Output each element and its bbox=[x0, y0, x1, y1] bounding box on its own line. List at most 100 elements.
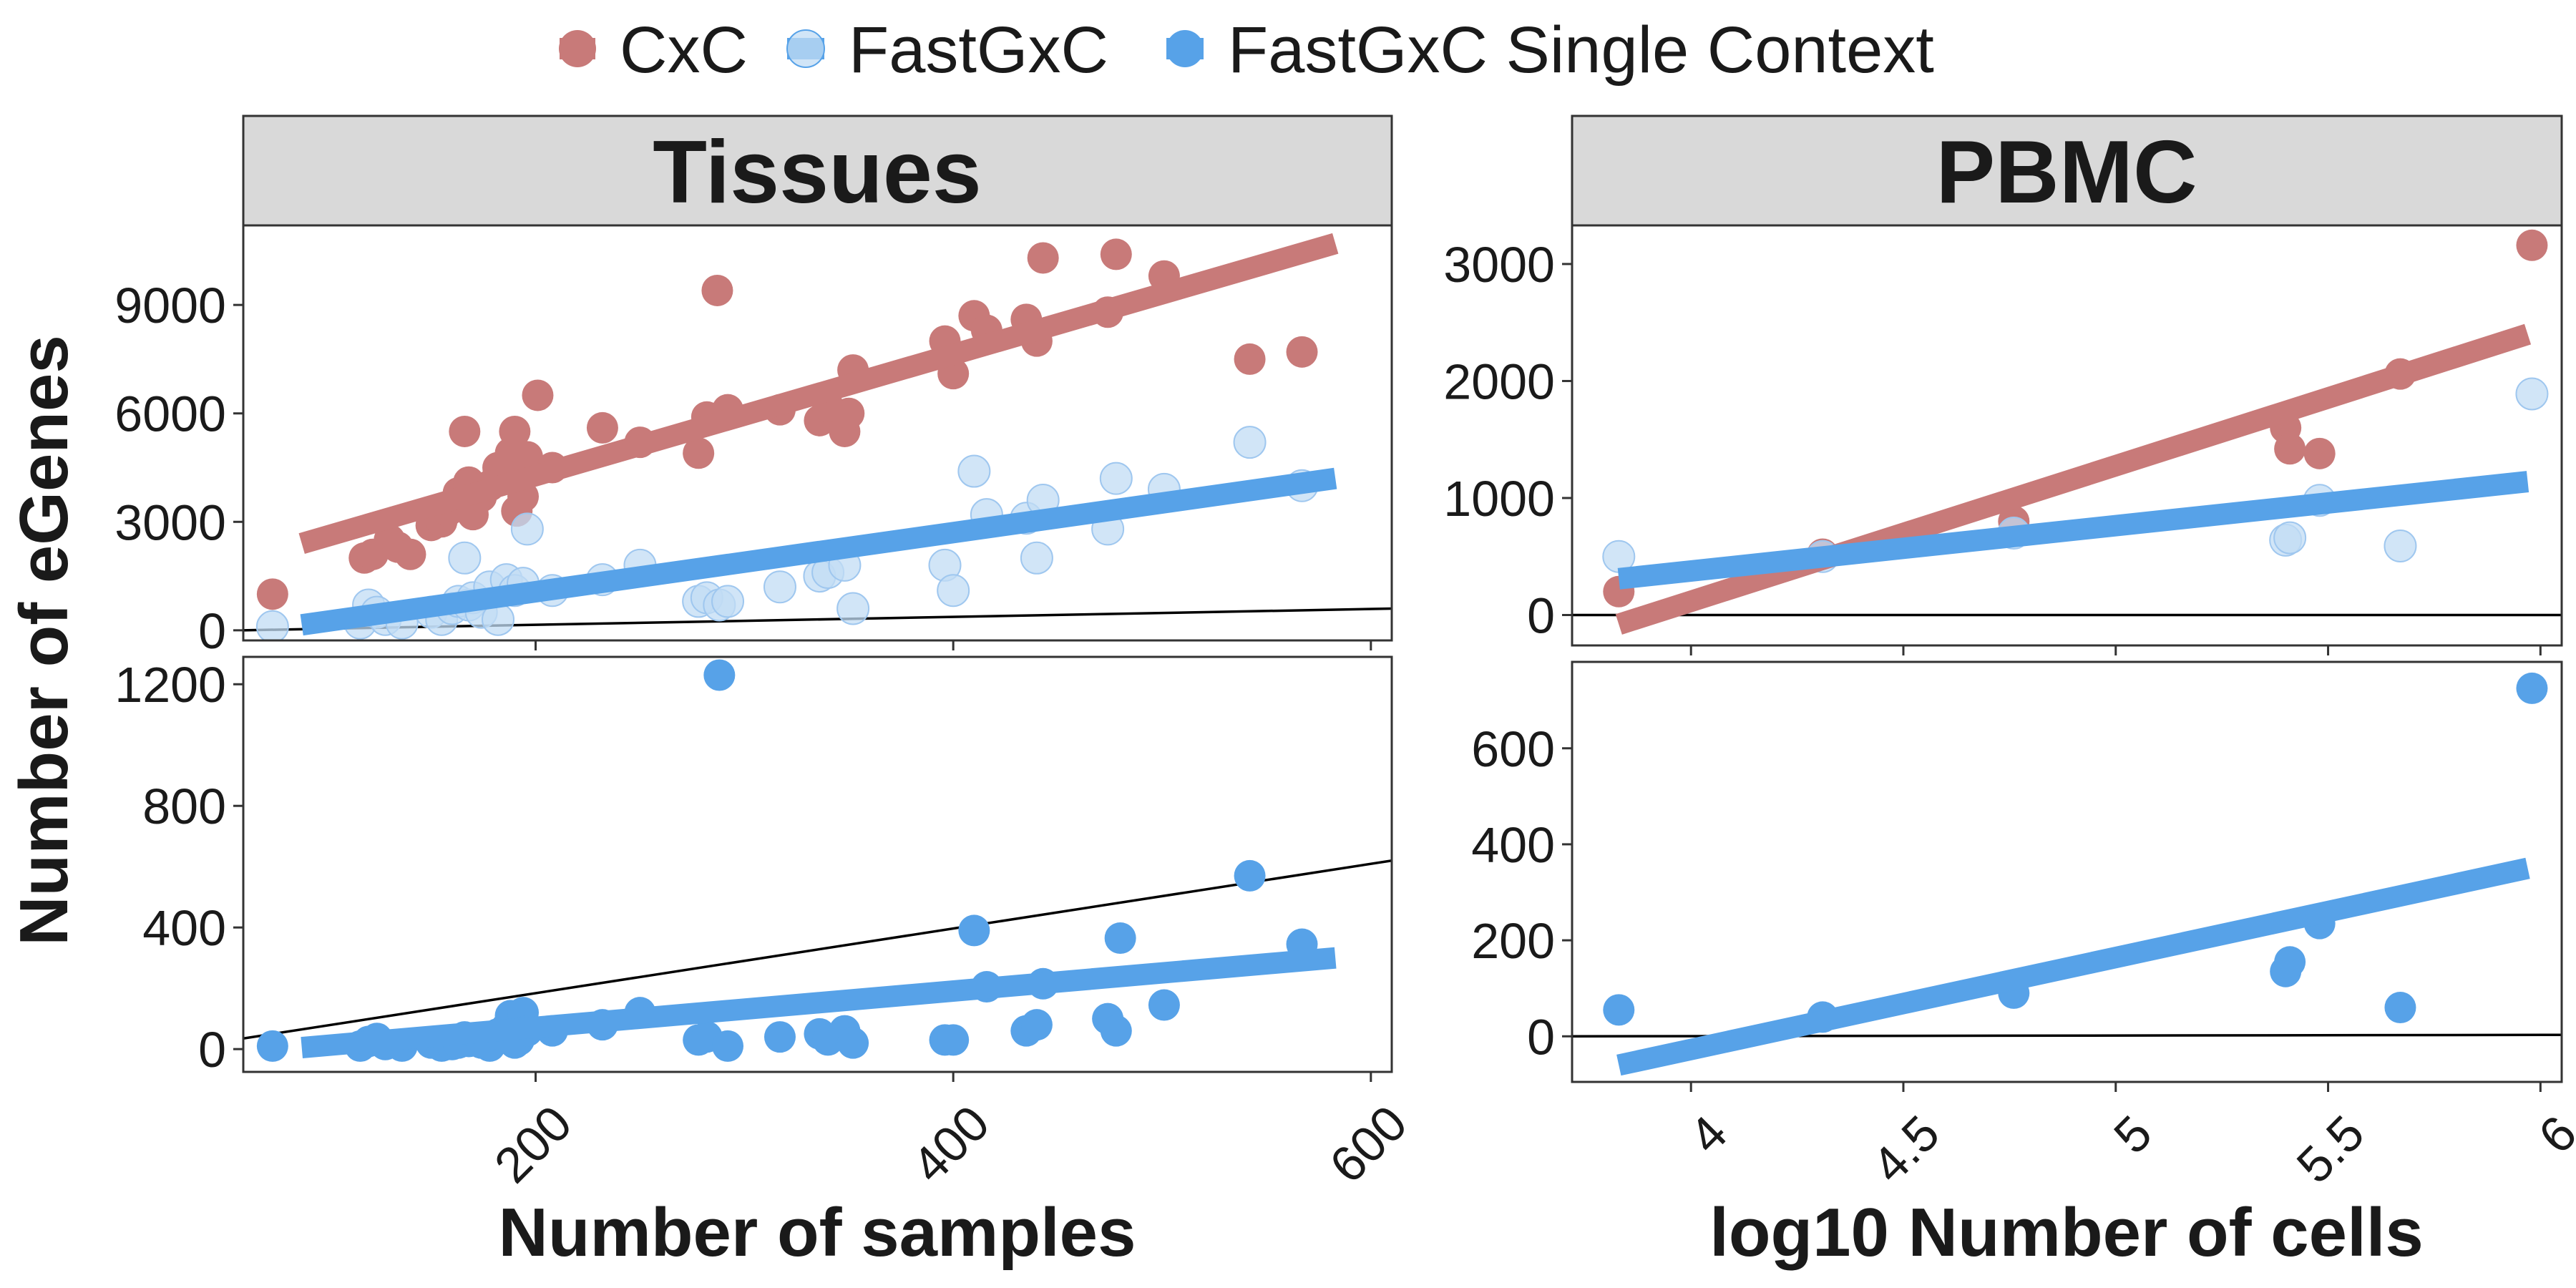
y-tick-label: 800 bbox=[142, 779, 226, 834]
legend-key-point-cxc bbox=[559, 30, 596, 67]
strip-pbmc-background bbox=[1571, 114, 2563, 227]
y-tick-label: 3000 bbox=[1443, 237, 1555, 293]
y-tick-label: 9000 bbox=[114, 278, 226, 333]
y-tick-label: 2000 bbox=[1443, 353, 1555, 409]
legend-item-fastgxc: FastGxC bbox=[786, 14, 1108, 87]
tissues-top-marks bbox=[243, 233, 1392, 640]
data-point bbox=[836, 592, 870, 625]
data-point bbox=[2516, 672, 2548, 704]
pbmc-top-fit-line-fastgxc bbox=[1617, 471, 2529, 590]
data-point bbox=[2274, 433, 2306, 465]
legend-label-fastgxc: FastGxC bbox=[849, 14, 1108, 87]
data-point bbox=[837, 1027, 869, 1059]
legend-label-cxc: CxC bbox=[620, 14, 748, 87]
tissues-top-fit-line-cxc bbox=[298, 233, 1339, 555]
data-point bbox=[958, 914, 990, 947]
strip-tissues: Tissues bbox=[242, 114, 1393, 227]
strip-pbmc-label: PBMC bbox=[1936, 123, 2197, 222]
data-point bbox=[1286, 336, 1318, 368]
data-point bbox=[937, 574, 970, 608]
pbmc-top-panel-border bbox=[1571, 224, 2563, 647]
data-point bbox=[1020, 1009, 1053, 1041]
pbmc-top-fit-line-cxc bbox=[1615, 323, 2532, 635]
legend-item-cxc: CxC bbox=[559, 14, 748, 87]
data-point bbox=[1027, 242, 1059, 274]
data-point bbox=[2384, 530, 2417, 563]
data-point bbox=[683, 437, 715, 469]
y-tick-label: 0 bbox=[198, 1022, 226, 1078]
y-tick-label: 1200 bbox=[114, 657, 226, 713]
data-point bbox=[2516, 229, 2548, 261]
pbmc-bottom-panel-border bbox=[1571, 660, 2563, 1083]
data-point bbox=[1020, 541, 1053, 575]
data-point bbox=[510, 512, 544, 546]
panel-tissues-top: 0 3000 6000 9000 bbox=[114, 224, 1393, 659]
data-point bbox=[1100, 1015, 1132, 1047]
pbmc-bottom-series-fastgxc-single-context bbox=[1603, 672, 2548, 1033]
y-tick-label: 6000 bbox=[114, 386, 226, 442]
data-point bbox=[394, 538, 426, 570]
tissues-top-panel-border bbox=[242, 224, 1393, 642]
y-tick-label: 400 bbox=[142, 900, 226, 956]
data-point bbox=[2515, 377, 2549, 411]
data-point bbox=[448, 541, 482, 575]
data-point bbox=[701, 274, 733, 306]
tissues-bottom-panel-border bbox=[242, 655, 1393, 1073]
data-point bbox=[2273, 521, 2307, 555]
legend-key-point-fastgxc bbox=[786, 29, 825, 68]
data-point bbox=[255, 610, 289, 640]
strip-tissues-background bbox=[242, 114, 1393, 227]
data-point bbox=[2274, 946, 2306, 978]
data-point bbox=[2384, 992, 2416, 1024]
data-point bbox=[711, 585, 745, 618]
data-point bbox=[712, 1030, 744, 1062]
y-tick-label: 200 bbox=[1471, 913, 1555, 969]
data-point bbox=[763, 1021, 796, 1053]
legend-key-point-fastgxc-single-context bbox=[1166, 30, 1204, 67]
data-point bbox=[937, 1024, 970, 1056]
data-point bbox=[586, 411, 618, 444]
data-point bbox=[499, 415, 531, 447]
panel-pbmc-top: 0 1000 2000 3000 bbox=[1443, 224, 2563, 655]
tissues-bottom-reference-line bbox=[243, 859, 1392, 1040]
data-point bbox=[1099, 462, 1133, 495]
data-point bbox=[1104, 922, 1136, 955]
data-point bbox=[2303, 437, 2336, 469]
data-point bbox=[449, 415, 481, 447]
data-point bbox=[256, 1030, 288, 1062]
legend-item-fastgxc-single-context: FastGxC Single Context bbox=[1166, 14, 1934, 87]
data-point bbox=[1234, 859, 1266, 892]
pbmc-bottom-fit-line-fastgxc-single-context bbox=[1616, 857, 2530, 1076]
data-point bbox=[1100, 238, 1132, 270]
y-tick-label: 0 bbox=[1527, 587, 1555, 643]
data-point bbox=[833, 397, 865, 429]
data-point bbox=[703, 659, 736, 691]
data-point bbox=[1603, 994, 1635, 1026]
pbmc-top-marks bbox=[1572, 229, 2562, 635]
strip-tissues-label: Tissues bbox=[653, 123, 982, 222]
x-axis-title-tissues: Number of samples bbox=[499, 1194, 1136, 1271]
data-point bbox=[1148, 989, 1180, 1021]
data-point bbox=[1234, 343, 1266, 375]
y-tick-label: 400 bbox=[1471, 817, 1555, 873]
data-point bbox=[957, 454, 991, 488]
legend: CxC FastGxC FastGxC Single Context bbox=[559, 14, 1934, 87]
pbmc-bottom-plot-area bbox=[1572, 662, 2562, 1082]
y-tick-label: 600 bbox=[1471, 721, 1555, 777]
tissues-bottom-marks bbox=[243, 659, 1392, 1062]
x-axis-title-pbmc: log10 Number of cells bbox=[1709, 1194, 2424, 1271]
data-point bbox=[1233, 426, 1267, 459]
y-tick-label: 3000 bbox=[114, 494, 226, 550]
y-tick-label: 0 bbox=[1527, 1009, 1555, 1065]
data-point bbox=[522, 379, 554, 411]
y-tick-label: 0 bbox=[198, 603, 226, 659]
data-point bbox=[256, 578, 288, 610]
tissues-top-fit-line-fastgxc bbox=[300, 467, 1337, 636]
strip-pbmc: PBMC bbox=[1571, 114, 2563, 227]
tissues-bottom-fit-line-fastgxc-single-context bbox=[301, 947, 1337, 1058]
data-point bbox=[763, 570, 796, 604]
pbmc-bottom-marks bbox=[1572, 672, 2562, 1076]
